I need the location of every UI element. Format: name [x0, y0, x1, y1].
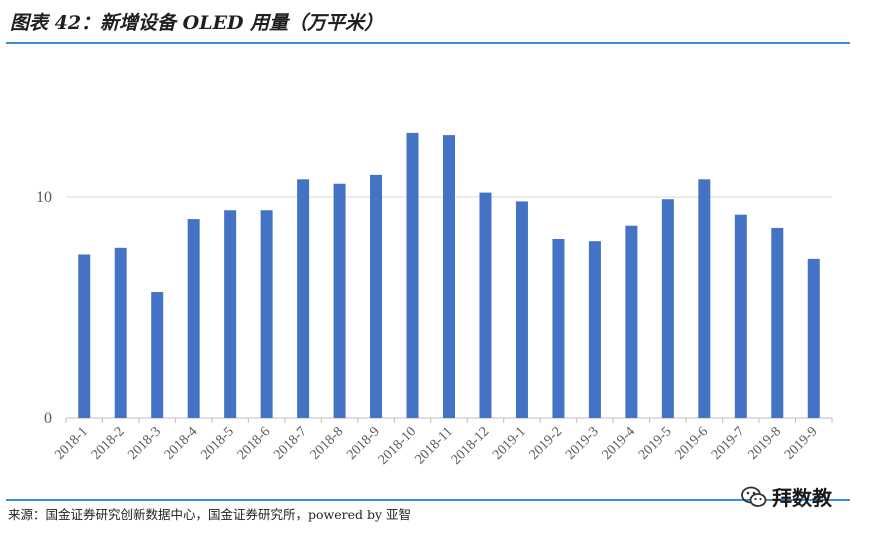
x-tick-label: 2019-8: [745, 424, 784, 463]
source-note: 来源：国金证券研究创新数据中心，国金证券研究所，powered by 亚智: [8, 507, 412, 522]
x-tick-label: 2019-3: [563, 424, 602, 463]
footer-rule: [6, 499, 850, 501]
bar: [370, 174, 383, 418]
x-tick-label: 2018-4: [162, 424, 201, 463]
watermark: 拜数教: [740, 482, 832, 511]
bar: [771, 227, 784, 418]
bar: [406, 132, 419, 418]
bar: [479, 192, 492, 418]
y-tick-label: 0: [44, 410, 52, 427]
bar: [78, 254, 91, 418]
x-tick-label: 2019-4: [600, 424, 639, 463]
bar: [114, 247, 127, 418]
bar: [187, 219, 200, 418]
bar: [333, 183, 346, 418]
wechat-icon: [741, 486, 767, 507]
bar: [151, 292, 164, 418]
x-tick-label: 2018-11: [413, 424, 456, 467]
x-tick-label: 2019-5: [636, 424, 675, 463]
bar: [807, 258, 820, 418]
x-tick-label: 2018-7: [271, 424, 310, 463]
x-tick-label: 2019-1: [490, 424, 529, 463]
bar: [698, 179, 711, 418]
bar: [661, 199, 674, 418]
chart-title: 图表 42：新增设备 OLED 用量（万平米）: [10, 12, 384, 34]
x-tick-label: 2019-7: [709, 424, 748, 463]
bar: [552, 238, 565, 418]
x-tick-label: 2018-3: [125, 424, 164, 463]
bar: [588, 241, 601, 418]
x-tick-label: 2018-2: [89, 424, 128, 463]
watermark-text: 拜数教: [772, 486, 832, 510]
x-tick-label: 2018-12: [449, 424, 493, 468]
x-tick-label: 2019-9: [782, 424, 821, 463]
bar: [224, 210, 237, 418]
x-tick-label: 2018-5: [198, 424, 237, 463]
bar: [443, 135, 455, 418]
bar: [515, 201, 528, 418]
bar: [260, 210, 273, 418]
y-tick-label: 10: [36, 189, 52, 206]
x-tick-label: 2018-10: [376, 424, 420, 468]
bar: [734, 214, 747, 418]
header-rule: [6, 42, 850, 44]
x-tick-label: 2018-1: [52, 424, 91, 463]
bar: [625, 225, 638, 418]
x-tick-label: 2018-6: [235, 424, 274, 463]
bar-chart: 0102018-12018-22018-32018-42018-52018-62…: [36, 132, 833, 468]
x-tick-label: 2019-2: [527, 424, 566, 463]
x-tick-label: 2018-8: [308, 424, 347, 463]
bar: [297, 179, 310, 418]
x-tick-label: 2019-6: [673, 424, 712, 463]
